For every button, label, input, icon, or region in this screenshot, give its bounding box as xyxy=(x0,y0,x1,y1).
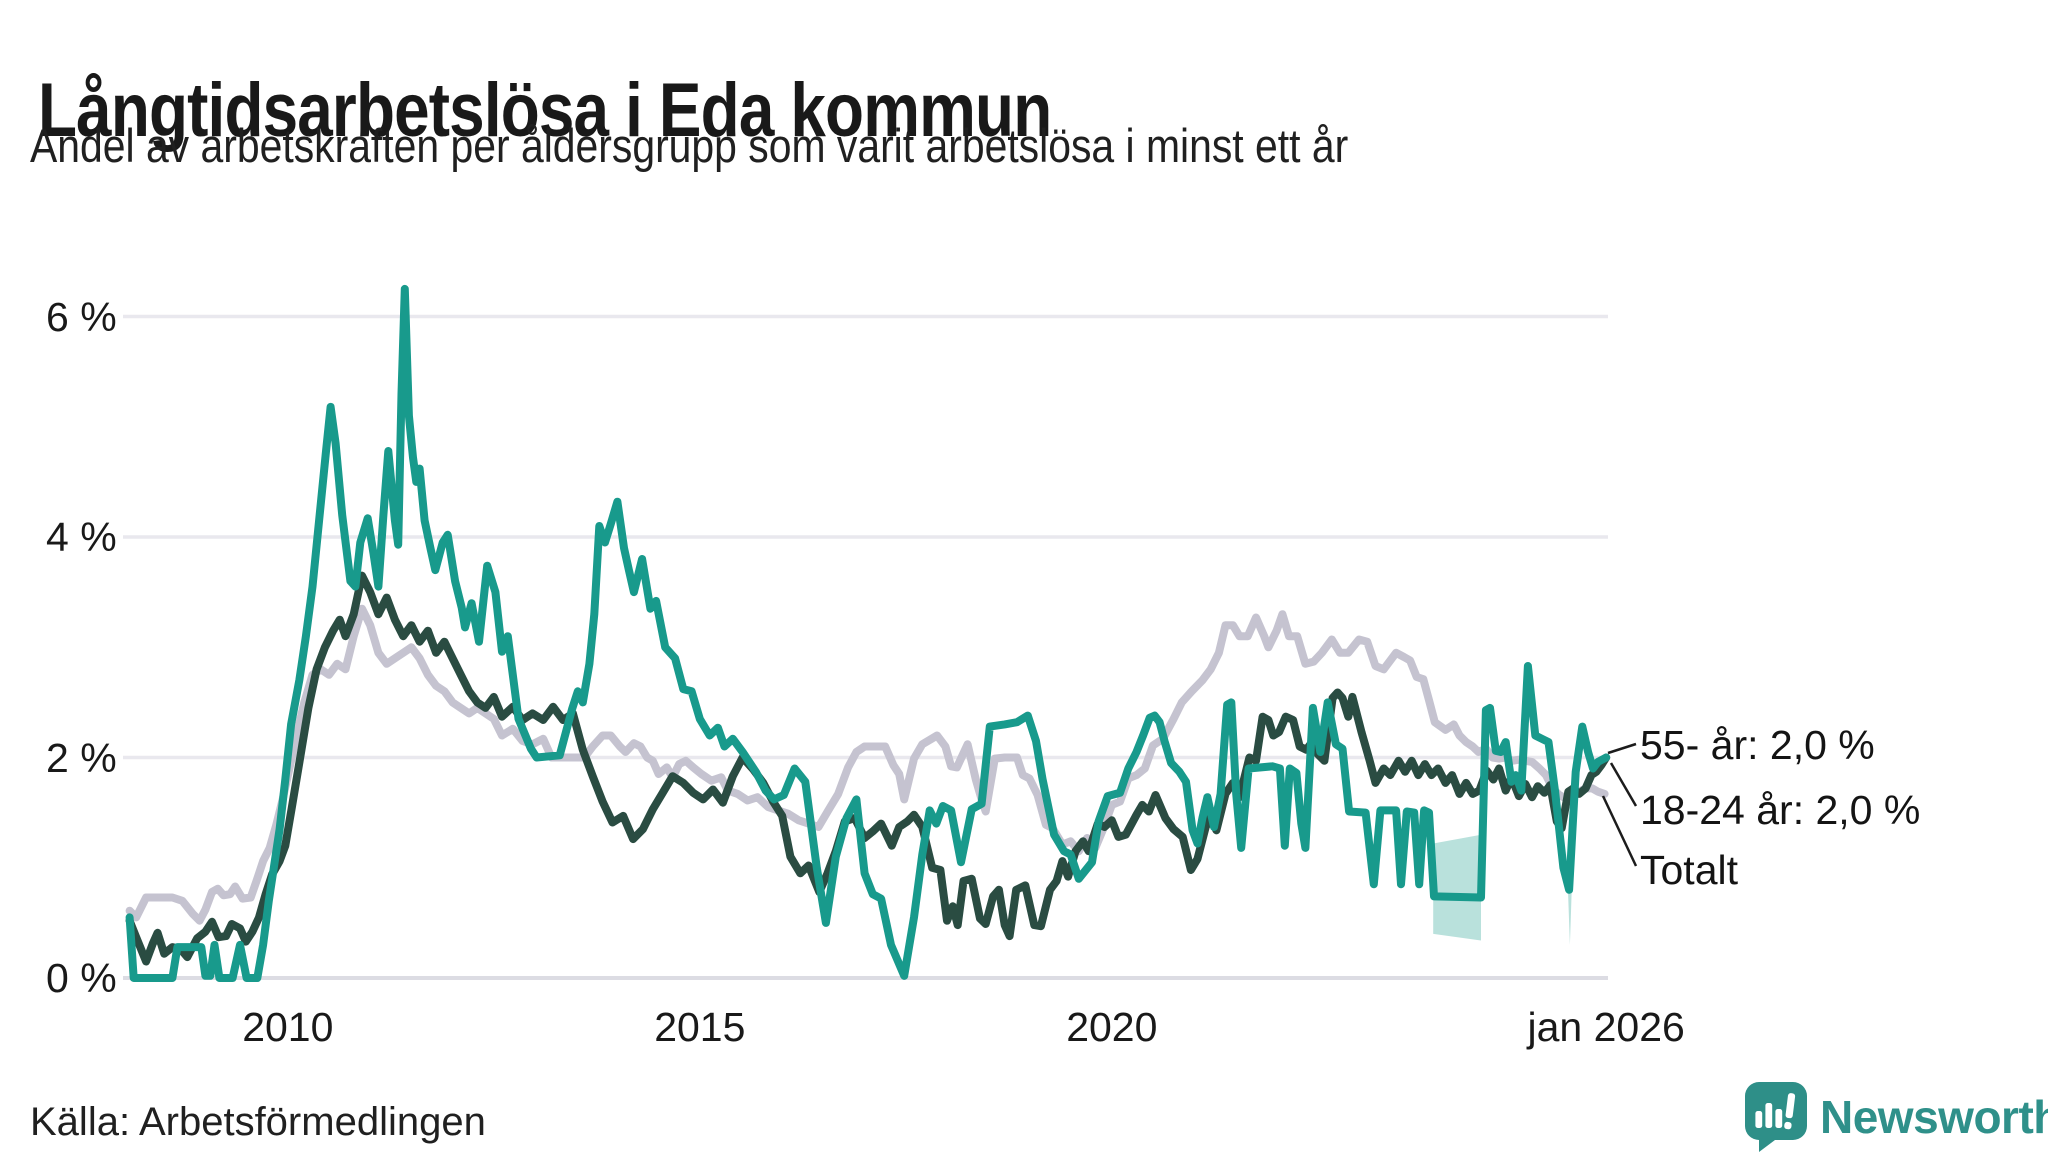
series-label-18-24-ar: 18-24 år: 2,0 % xyxy=(1640,787,1921,833)
x-tick-label: 2020 xyxy=(1066,1004,1158,1050)
y-tick-label: 4 % xyxy=(46,514,117,560)
series-line-totalt xyxy=(125,604,1609,925)
leader-line xyxy=(1607,742,1637,755)
chart-subtitle: Andel av arbetskraften per åldersgrupp s… xyxy=(30,119,1349,172)
series-line-18-24-r xyxy=(125,571,1611,966)
x-tick-label: 2010 xyxy=(242,1004,334,1050)
y-tick-label: 6 % xyxy=(46,293,117,340)
page-title: Långtidsarbetslösa i Eda kommun xyxy=(38,67,1052,153)
leader-line xyxy=(1609,762,1638,807)
newsworthy-icon xyxy=(1745,1082,1807,1152)
series-line-55-r xyxy=(125,284,1611,982)
series-label-55-ar: 55- år: 2,0 % xyxy=(1640,722,1875,768)
y-tick-label: 0 % xyxy=(46,955,117,1001)
leader-line xyxy=(1601,795,1638,867)
uncertainty-band-2024 xyxy=(1433,834,1481,941)
x-tick-label: jan 2026 xyxy=(1527,1004,1685,1050)
newsworthy-wordmark: Newsworthy xyxy=(1820,1091,2048,1143)
y-tick-label: 2 % xyxy=(46,734,117,781)
newsworthy-logo: Newsworthy xyxy=(1745,1082,2048,1152)
x-tick-label: 2015 xyxy=(654,1004,746,1050)
series-label-totalt: Totalt xyxy=(1640,847,1738,893)
source-note: Källa: Arbetsförmedlingen xyxy=(30,1100,486,1144)
